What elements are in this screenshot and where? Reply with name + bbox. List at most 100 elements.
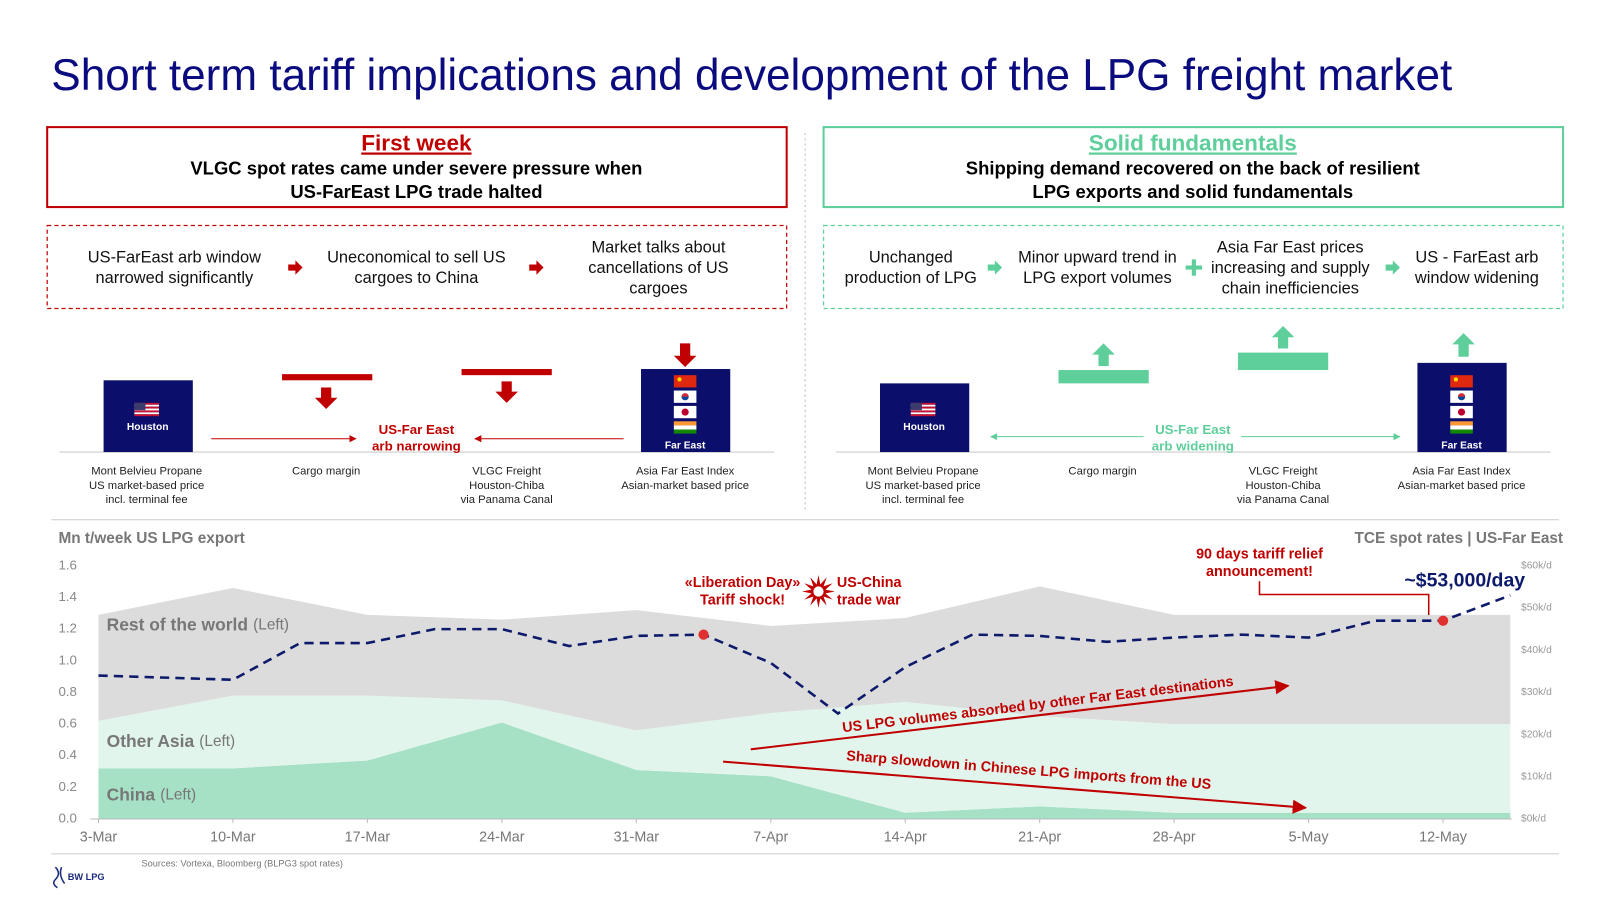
annotation: Tariff shock! (700, 592, 785, 608)
step-text: LPG export volumes (1023, 269, 1172, 287)
x-tick-label: 7-Apr (753, 829, 788, 845)
status-label: Unchanged (892, 369, 953, 381)
flag-part (910, 406, 936, 409)
flag-part (681, 396, 689, 401)
flag-part (134, 414, 159, 417)
flag (673, 405, 697, 419)
step-text: US - FarEast arb (1415, 249, 1538, 267)
y-tick-label: 1.2 (58, 621, 77, 636)
block-arrow (1271, 325, 1295, 349)
step-text: US-FarEast arb window (88, 249, 261, 267)
flag (1450, 421, 1473, 434)
panel-subtitle: LPG exports and solid fundamentals (1032, 181, 1353, 202)
origin-box (880, 383, 970, 453)
x-tick-label: 10-Mar (210, 829, 256, 845)
step-text: cargoes (629, 279, 687, 297)
block-arrow (1092, 343, 1115, 366)
flag-part (910, 410, 936, 413)
diagram-label: VLGC Freight (472, 466, 542, 478)
cargo-bar (1058, 370, 1149, 384)
y-tick-label: 0.0 (58, 811, 77, 826)
flag (1450, 405, 1473, 419)
series-axis-note: (Left) (253, 616, 289, 633)
block-arrow (314, 387, 338, 409)
flag (673, 421, 697, 434)
diagram-label: Cargo margin (292, 466, 360, 478)
steps-box (46, 224, 788, 310)
panel-title: First week (361, 130, 472, 155)
y-tick-label: 1.6 (58, 557, 77, 572)
annotation: ~$53,000/day (1404, 569, 1525, 591)
flag-part (910, 404, 936, 407)
destination-label: Far East (1441, 441, 1482, 452)
flag-part (1457, 408, 1466, 416)
series-label: China (Left) (107, 784, 196, 804)
series-axis-note: (Left) (160, 787, 196, 804)
y2-tick-label: $10k/d (1521, 772, 1552, 783)
y-tick-label: 0.4 (58, 747, 77, 762)
flag (673, 375, 697, 388)
arb-label: arb widening (1152, 438, 1234, 453)
diagram-label: via Panama Canal (1237, 494, 1329, 506)
flag-part (1450, 429, 1473, 434)
flag-part (681, 408, 689, 416)
annotation: US-China (837, 575, 903, 591)
freight-bar (1237, 352, 1329, 371)
panel-subtitle: Shipping demand recovered on the back of… (966, 158, 1420, 179)
diagram-label: US market-based price (865, 480, 980, 492)
diagram-label: Asia Far East Index (1412, 466, 1511, 478)
step-text: Minor upward trend in (1018, 249, 1177, 267)
annotation: «Liberation Day» (685, 575, 801, 591)
origin-label: Houston (903, 422, 945, 433)
flag-part (673, 375, 697, 388)
flag (673, 390, 697, 403)
diagram-label: Asia Far East Index (636, 466, 735, 478)
step-text: chain inefficiencies (1222, 279, 1359, 297)
flag-part (910, 412, 936, 415)
block-arrow (1452, 333, 1475, 357)
diagram-label: incl. terminal fee (882, 494, 964, 506)
burst-core (813, 586, 824, 597)
arb-label: US-Far East (1155, 422, 1231, 437)
step-arrow (1385, 260, 1400, 275)
step-text: increasing and supply (1211, 259, 1370, 277)
freight-bar (461, 369, 552, 376)
flag-part (1453, 377, 1458, 382)
header-box (822, 126, 1565, 209)
line (98, 594, 1511, 716)
diagram-label: Houston-Chiba (469, 480, 545, 492)
annotation: trade war (837, 592, 901, 608)
y-tick-label: 0.2 (58, 779, 77, 794)
step-text: narrowed significantly (96, 269, 254, 287)
flag-part (1457, 396, 1466, 401)
callout-line (1258, 581, 1430, 616)
diagram-label: Houston-Chiba (1245, 480, 1321, 492)
series-name: China (107, 784, 156, 804)
step-text: cancellations of US (588, 259, 728, 277)
step-text: Uneconomical to sell US (327, 249, 506, 267)
diagram-label: Cargo margin (1068, 466, 1136, 478)
diagram-label: Mont Belvieu Propane (91, 466, 202, 478)
destination-label: Far East (665, 441, 706, 452)
flag-part (134, 410, 159, 413)
x-tick-label: 14-Apr (884, 829, 927, 845)
trend-arrow (750, 680, 1290, 751)
y2-tick-label: $0k/d (1521, 814, 1546, 825)
step-text: cargoes to China (354, 269, 479, 287)
x-tick-label: 31-Mar (614, 829, 660, 845)
arb-label: arb narrowing (372, 438, 461, 453)
panel-subtitle: VLGC spot rates came under severe pressu… (190, 158, 642, 179)
x-tick-label: 3-Mar (80, 829, 118, 845)
step-text: window widening (1414, 269, 1539, 287)
panel-subtitle: US-FarEast LPG trade halted (290, 181, 542, 202)
x-tick-label: 24-Mar (479, 829, 525, 845)
series-label: Other Asia (Left) (107, 731, 236, 751)
step-text: Asia Far East prices (1217, 238, 1364, 256)
x-tick-label: 12-May (1419, 829, 1468, 845)
flag-part (134, 406, 159, 409)
y-tick-label: 1.4 (58, 589, 77, 604)
logo: BW LPG (68, 872, 105, 882)
plus (1191, 259, 1196, 276)
slide-title: Short term tariff implications and devel… (51, 51, 1452, 100)
event-dot (698, 629, 709, 640)
